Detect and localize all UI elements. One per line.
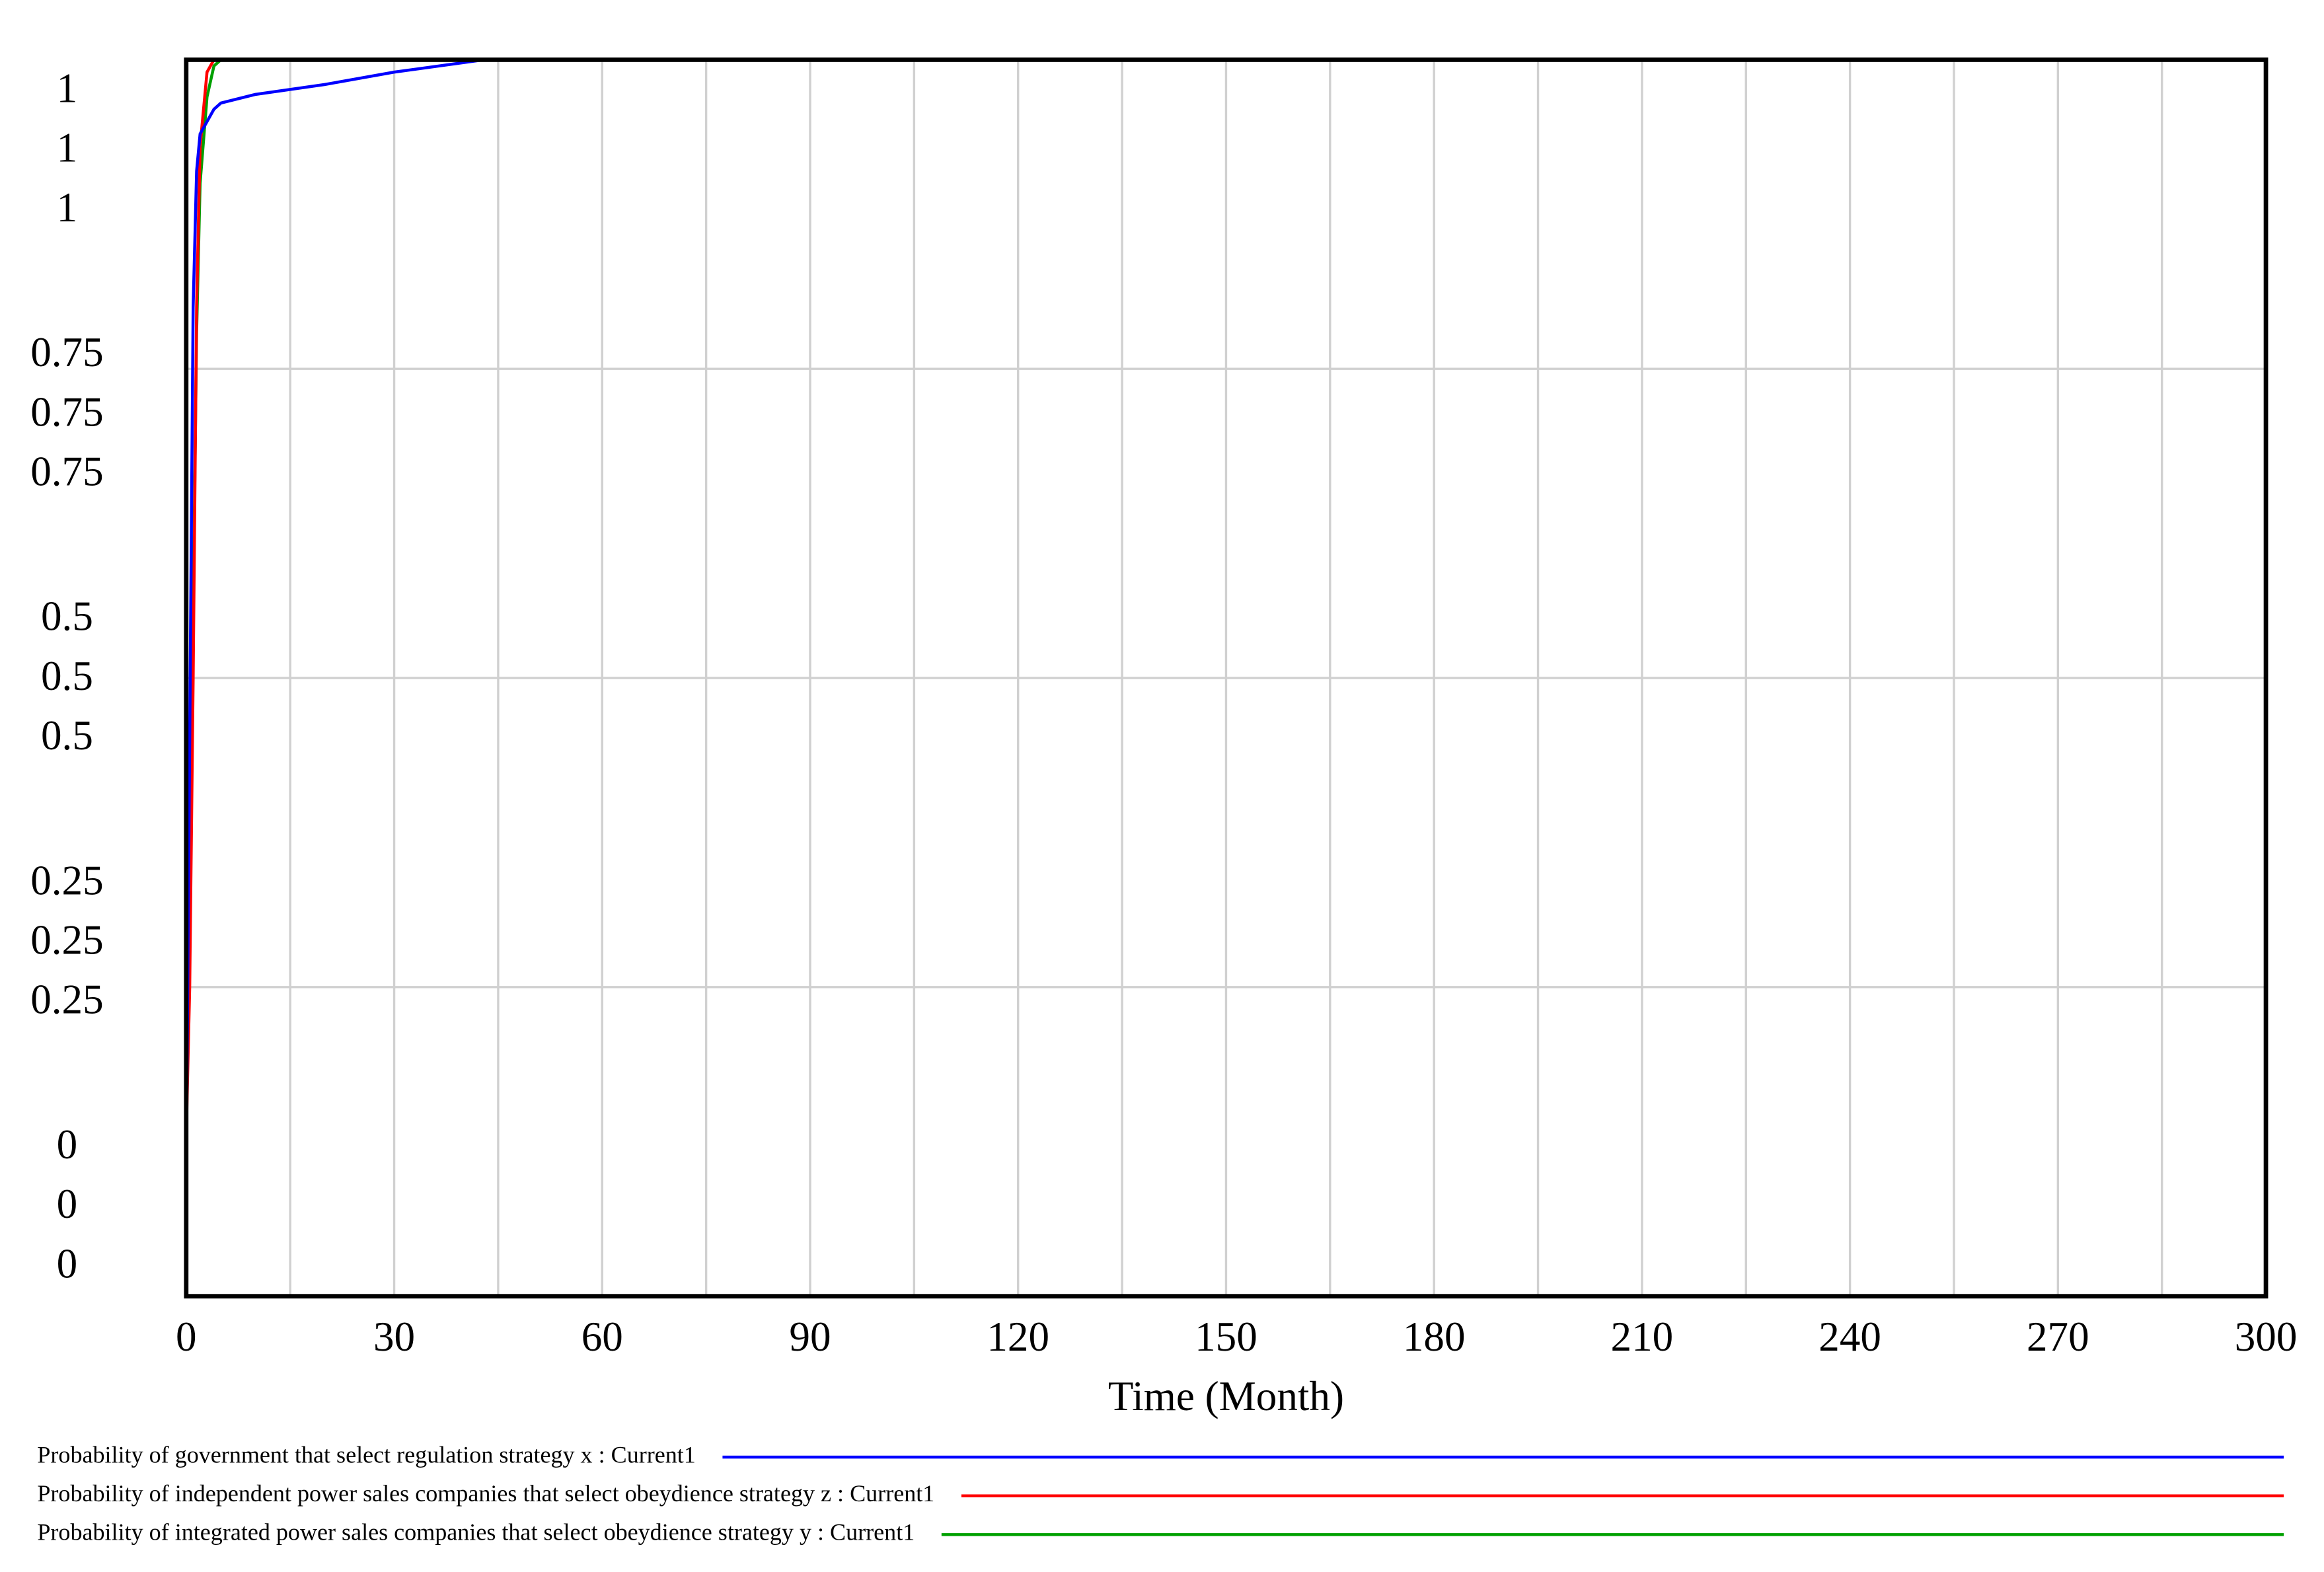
y-tick-label: 1	[57, 65, 78, 112]
y-tick-label: 0.25	[30, 977, 103, 1023]
x-tick-label: 240	[1818, 1314, 1881, 1360]
x-tick-label: 60	[581, 1314, 623, 1360]
legend-label: Probability of independent power sales c…	[37, 1480, 934, 1507]
y-tick-label: 1	[57, 184, 78, 231]
x-tick-label: 30	[373, 1314, 415, 1360]
x-tick-label: 150	[1195, 1314, 1257, 1360]
x-tick-label: 90	[789, 1314, 831, 1360]
y-tick-label: 0.5	[41, 712, 93, 759]
x-axis-title: Time (Month)	[1108, 1373, 1344, 1419]
y-tick-label: 0.25	[30, 857, 103, 903]
y-tick-label: 0.75	[30, 329, 103, 375]
legend-label: Probability of government that select re…	[37, 1441, 695, 1468]
x-tick-label: 120	[987, 1314, 1049, 1360]
x-tick-label: 210	[1611, 1314, 1674, 1360]
y-tick-label: 1	[57, 125, 78, 171]
y-tick-label: 0.5	[41, 653, 93, 699]
y-tick-label: 0.75	[30, 389, 103, 435]
x-tick-label: 270	[2027, 1314, 2089, 1360]
grid	[185, 58, 2267, 1298]
labels: 0 30 60 90 120 150 180 210 240 270 300 0 0.25 0.5 0.75…	[30, 65, 2297, 1360]
y-tick-label: 0.75	[30, 448, 103, 494]
y-tick-label: 0	[57, 1181, 78, 1227]
x-tick-label: 180	[1403, 1314, 1466, 1360]
y-tick-label: 0.25	[30, 917, 103, 963]
legend: Probability of government that select re…	[37, 1441, 2284, 1546]
x-tick-label: 300	[2235, 1314, 2298, 1360]
x-tick-label: 0	[176, 1314, 197, 1360]
y-tick-label: 0	[57, 1121, 78, 1168]
y-tick-label: 0.5	[41, 593, 93, 640]
y-tick-label: 0	[57, 1240, 78, 1287]
plot-frame	[184, 57, 2268, 1299]
legend-label: Probability of integrated power sales co…	[37, 1519, 915, 1546]
